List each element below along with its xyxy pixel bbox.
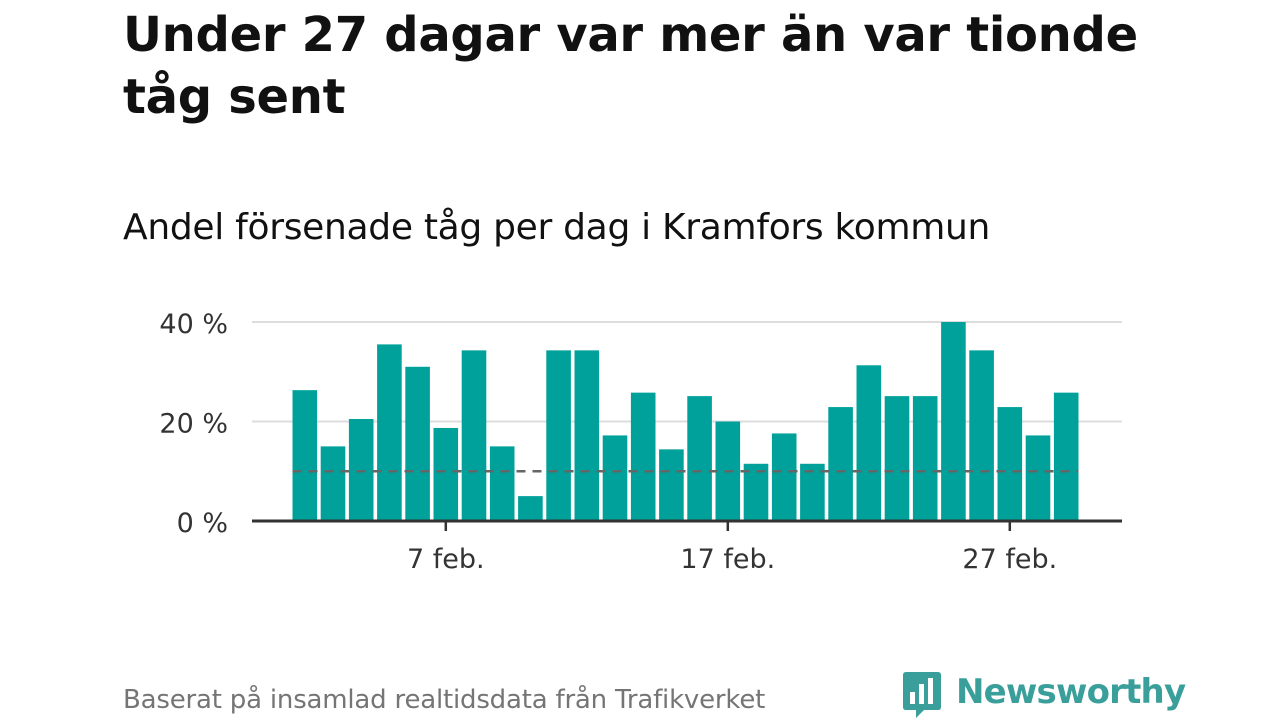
chart-subtitle: Andel försenade tåg per dag i Kramfors k… (123, 207, 991, 248)
bar: 15 feb.: 14.4 % (659, 449, 684, 521)
bar: 26 feb.: 34.3 % (969, 350, 994, 521)
bar: 6 feb.: 31 % (405, 366, 430, 521)
bar: 3 feb.: 15 % (320, 446, 346, 521)
source-note: Baserat på insamlad realtidsdata från Tr… (123, 685, 766, 715)
bar-series: 2 feb.: 26.3 %3 feb.: 15 %4 feb.: 20.5 %… (292, 322, 1079, 521)
bar: 25 feb.: 40 % (941, 322, 966, 521)
x-tick-label: 7 feb. (407, 544, 485, 575)
bar: 28 feb.: 17.2 % (1025, 435, 1051, 521)
newsworthy-logo: Newsworthy (902, 670, 1186, 720)
bar: 2 feb.: 26.3 % (292, 390, 318, 521)
bar: 16 feb.: 25.1 % (687, 396, 712, 521)
bar: 24 feb.: 25.1 % (912, 396, 938, 521)
newsworthy-chart-bubble-icon (903, 672, 941, 718)
bar: 27 feb.: 22.9 % (997, 407, 1023, 521)
bar: 10 feb.: 5 % (518, 496, 543, 521)
y-tick-label: 20 % (159, 409, 228, 440)
bar: 8 feb.: 34.3 % (461, 350, 487, 521)
axes: 0 % 20 % 40 % 7 feb. 17 feb. 27 feb. (159, 309, 1122, 575)
brand-name: Newsworthy (956, 672, 1186, 712)
y-tick-label: 40 % (159, 309, 228, 340)
bar: 14 feb.: 25.8 % (630, 392, 656, 521)
bar: 23 feb.: 25.1 % (884, 396, 910, 521)
bar: 9 feb.: 15 % (489, 446, 515, 521)
y-tick-label: 0 % (177, 508, 228, 539)
bar: 22 feb.: 31.3 % (856, 365, 882, 521)
chart-title: Under 27 dagar var mer än var tionde tåg… (123, 7, 1138, 125)
bar: 19 feb.: 17.6 % (771, 433, 797, 521)
bar-chart: 2 feb.: 26.3 %3 feb.: 15 %4 feb.: 20.5 %… (159, 309, 1122, 575)
bar: 21 feb.: 22.9 % (828, 407, 853, 521)
x-tick-label: 17 feb. (680, 544, 775, 575)
bar: 13 feb.: 17.2 % (602, 435, 628, 521)
bar: 12 feb.: 34.3 % (574, 350, 600, 521)
bar: 5 feb.: 35.5 % (377, 344, 402, 521)
bar: 20 feb.: 11.5 % (800, 463, 825, 521)
bar: 7 feb.: 18.7 % (433, 427, 459, 521)
bar: 29 feb.: 25.8 % (1053, 392, 1079, 521)
bar: 11 feb.: 34.3 % (546, 350, 571, 521)
bar: 18 feb.: 11.5 % (743, 463, 769, 521)
x-tick-label: 27 feb. (962, 544, 1057, 575)
